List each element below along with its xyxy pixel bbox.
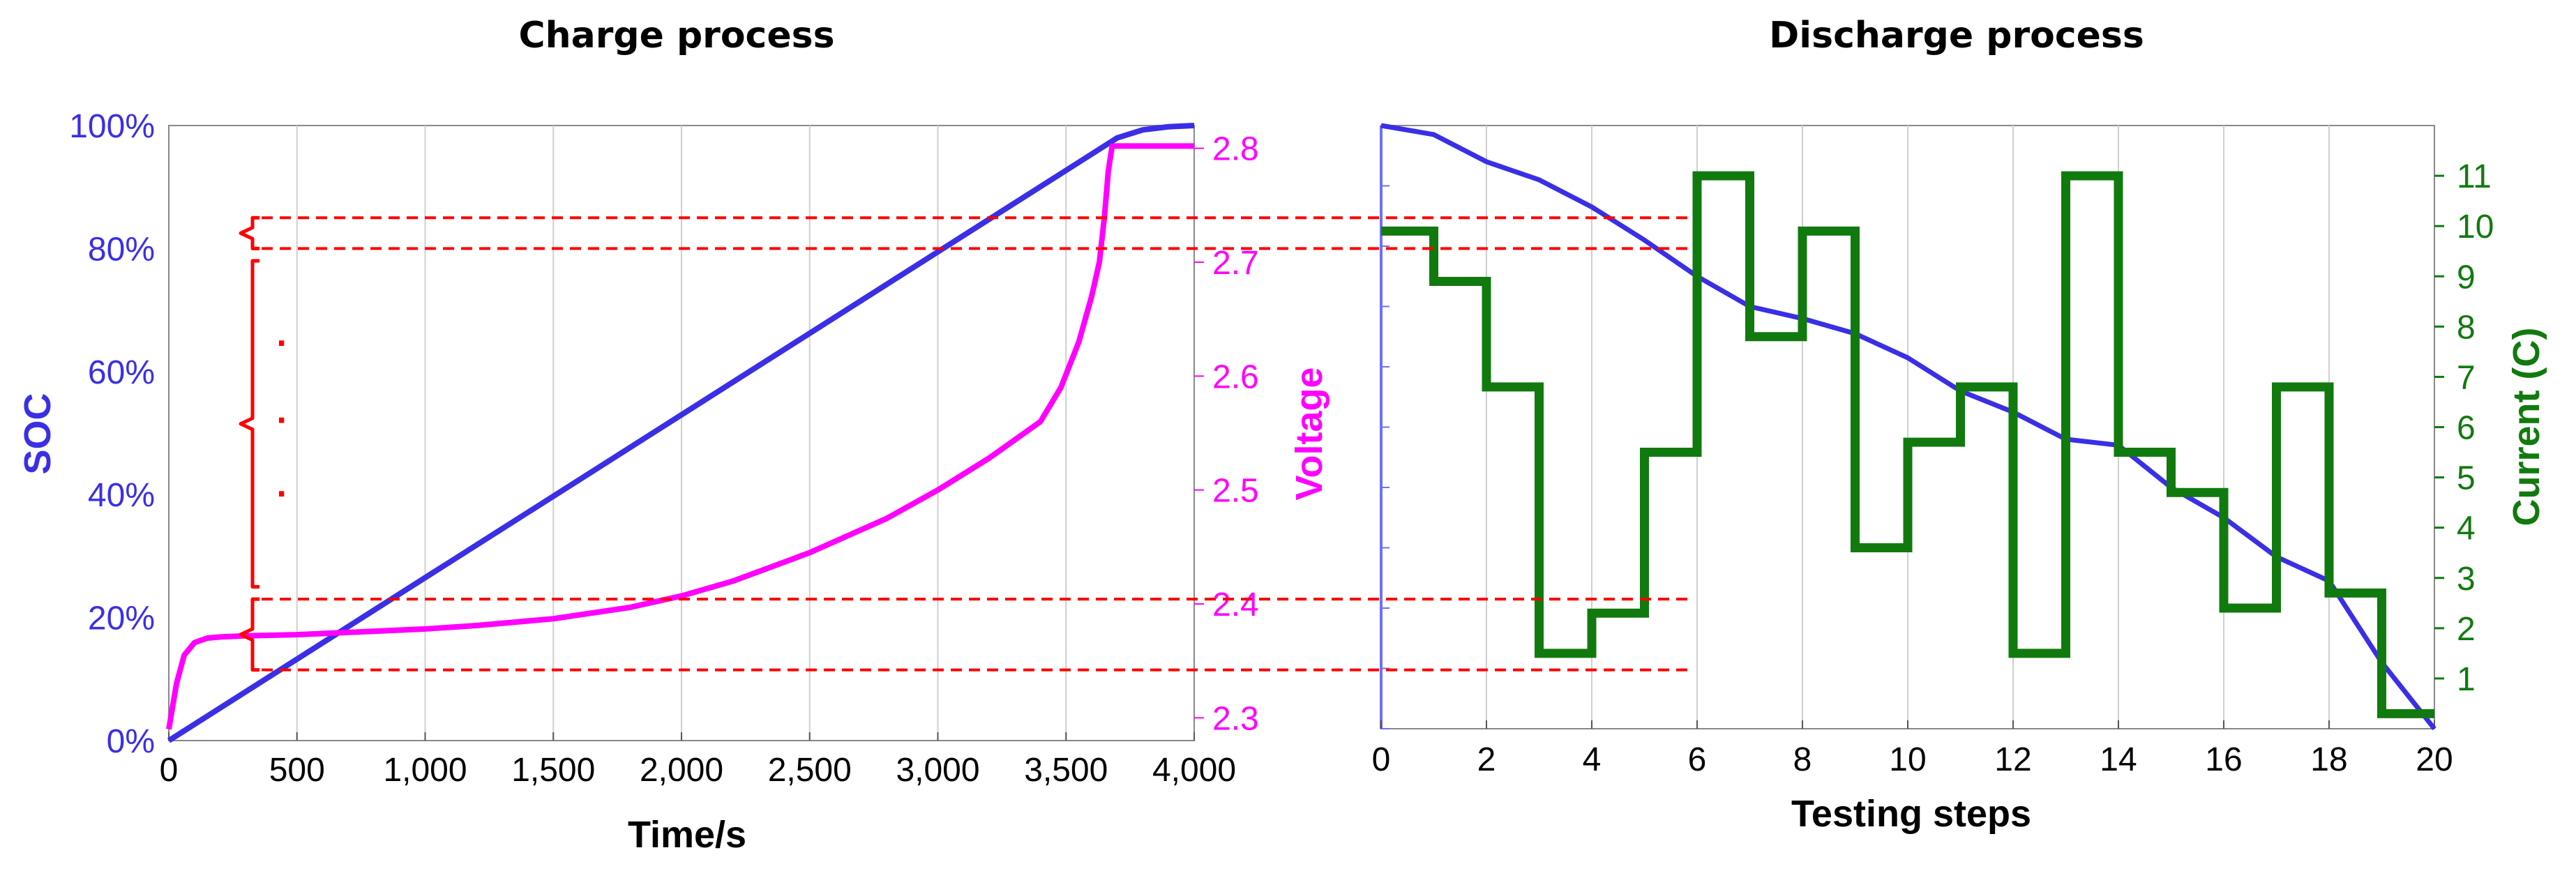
- discharge-series: [1380, 123, 2436, 731]
- charge-brace: [239, 215, 259, 250]
- discharge-current-tick-label: 11: [2457, 158, 2492, 195]
- charge-voltage-tick-label: 2.5: [1212, 473, 1259, 510]
- discharge-current-ticks: 1 2 3 4 5 6 7 8 9 10 11: [2434, 158, 2494, 698]
- charge-voltage-line: [166, 143, 1194, 730]
- discharge-soc-line: [1380, 123, 2436, 731]
- discharge-current-tick-label: 9: [2457, 259, 2476, 296]
- charge-series: [166, 123, 1195, 743]
- charge-x-tick-label: 2,000: [640, 752, 723, 789]
- charge-voltage-tick-label: 2.3: [1212, 700, 1259, 737]
- charge-x-tick-label: 4,000: [1152, 752, 1236, 789]
- charge-soc-line: [167, 123, 1195, 743]
- charge-chart-title: Charge process: [518, 15, 834, 56]
- discharge-current-tick-label: 7: [2457, 359, 2476, 396]
- charge-x-tick-label: 1,000: [383, 752, 467, 789]
- discharge-current-step-line: [1381, 171, 2434, 718]
- charge-chart: 0 500 1,000 1,500 2,000 2,500 3,000 3,500 4,000 …: [17, 108, 1330, 856]
- charge-x-tick-label: 3,500: [1024, 752, 1108, 789]
- charge-soc-tick-label: 80%: [88, 231, 155, 268]
- charge-soc-tick-label: 40%: [88, 477, 155, 514]
- charge-ellipsis-dot: ·: [276, 324, 288, 364]
- charge-soc-tick-label: 0%: [107, 723, 155, 760]
- discharge-current-axis-label: Current (C): [2506, 328, 2547, 527]
- discharge-chart-title: Discharge process: [1769, 15, 2144, 56]
- discharge-x-tick-label: 14: [2100, 741, 2137, 778]
- discharge-current-tick-label: 5: [2457, 460, 2476, 497]
- charge-soc-ticks: 0% 20% 40% 60% 80% 100%: [69, 108, 155, 760]
- charge-ellipsis-dot: ·: [276, 474, 288, 515]
- discharge-current-tick-label: 1: [2457, 661, 2476, 698]
- charge-braces: · · ·: [239, 215, 289, 672]
- charge-ellipsis-dot: ·: [276, 400, 288, 441]
- charge-gridlines: [296, 126, 1067, 741]
- charge-voltage-tick-label: 2.7: [1212, 245, 1259, 282]
- discharge-x-axis-label: Testing steps: [1791, 793, 2031, 835]
- discharge-x-tick-label: 20: [2416, 741, 2453, 778]
- charge-voltage-tick-label: 2.6: [1212, 358, 1259, 395]
- charge-soc-tick-label: 60%: [88, 354, 155, 391]
- charge-x-tick-label: 0: [160, 752, 179, 789]
- discharge-x-tick-label: 16: [2205, 741, 2242, 778]
- charge-soc-tick-label: 20%: [88, 600, 155, 637]
- charge-voltage-tick-label: 2.8: [1212, 131, 1259, 168]
- discharge-x-tick-label: 18: [2310, 741, 2347, 778]
- charge-x-axis-label: Time/s: [628, 814, 746, 856]
- charge-voltage-tick-label: 2.4: [1212, 586, 1259, 623]
- charge-x-tick-label: 1,500: [511, 752, 595, 789]
- discharge-current-tick-label: 3: [2457, 561, 2476, 598]
- discharge-x-tick-label: 2: [1477, 741, 1496, 778]
- discharge-x-tick-label: 12: [1994, 741, 2031, 778]
- discharge-x-tick-label: 8: [1793, 741, 1812, 778]
- soc-connector-lines: [262, 216, 1688, 672]
- discharge-current-tick-label: 10: [2457, 209, 2494, 245]
- charge-x-ticks: 0 500 1,000 1,500 2,000 2,500 3,000 3,500 4,000: [160, 732, 1236, 789]
- discharge-x-tick-label: 0: [1372, 741, 1391, 778]
- charge-x-tick-label: 500: [269, 752, 325, 789]
- discharge-x-tick-label: 10: [1889, 741, 1926, 778]
- charge-brace: [239, 597, 259, 672]
- discharge-current-tick-label: 4: [2457, 510, 2476, 547]
- charge-soc-tick-label: 100%: [69, 108, 155, 145]
- discharge-current-tick-label: 6: [2457, 410, 2476, 447]
- discharge-x-tick-label: 4: [1583, 741, 1602, 778]
- discharge-current-tick-label: 2: [2457, 611, 2476, 648]
- discharge-x-tick-label: 6: [1688, 741, 1707, 778]
- charge-soc-axis-label: SOC: [17, 393, 59, 474]
- charge-brace: [239, 259, 259, 589]
- charge-voltage-axis-label: Voltage: [1288, 367, 1330, 500]
- charge-voltage-ticks: 2.3 2.4 2.5 2.6 2.7 2.8: [1194, 131, 1259, 737]
- discharge-current-tick-label: 8: [2457, 309, 2476, 346]
- discharge-x-ticks: 0 2 4 6 8 10 12 14 16 18 20: [1372, 720, 2453, 778]
- charge-x-tick-label: 2,500: [768, 752, 852, 789]
- charge-x-tick-label: 3,000: [896, 752, 979, 789]
